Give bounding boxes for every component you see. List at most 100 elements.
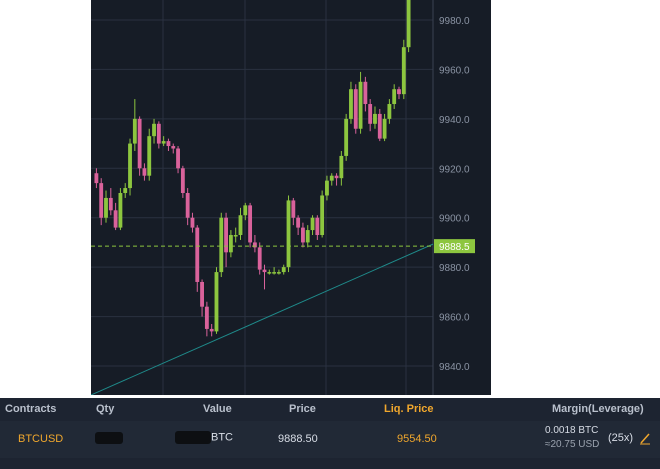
candle bbox=[185, 188, 190, 226]
candlestick-chart[interactable]: 9888.5 9980.0 9960.0 9940.0 9920.0 9900.0 988… bbox=[91, 0, 491, 395]
candle bbox=[349, 81, 353, 124]
candle bbox=[373, 106, 377, 129]
candle-body bbox=[392, 89, 397, 105]
candle-body bbox=[315, 217, 320, 236]
candle bbox=[104, 190, 108, 223]
qty-redacted bbox=[95, 432, 123, 445]
trend-line bbox=[91, 243, 434, 395]
pencil-icon[interactable] bbox=[639, 431, 651, 448]
candle bbox=[252, 235, 257, 253]
price-axis-label: 9880.0 bbox=[439, 263, 470, 274]
candle bbox=[142, 163, 147, 181]
candle bbox=[377, 108, 382, 142]
price-axis: 9980.0 9960.0 9940.0 9920.0 9900.0 9880.0 9860… bbox=[439, 16, 470, 373]
candle-body bbox=[147, 136, 152, 176]
candle-body bbox=[142, 168, 147, 176]
candle bbox=[137, 116, 142, 176]
candle bbox=[315, 215, 320, 240]
candle-body bbox=[137, 118, 142, 169]
candle-body bbox=[108, 197, 113, 211]
candle-body bbox=[257, 247, 262, 270]
candle-body bbox=[118, 193, 123, 228]
candle bbox=[267, 269, 272, 275]
candle bbox=[325, 175, 329, 201]
leverage: (25x) bbox=[608, 432, 634, 444]
candle bbox=[281, 264, 286, 275]
candle-body bbox=[200, 281, 204, 307]
candle-body bbox=[152, 123, 156, 137]
candle-body bbox=[267, 272, 272, 274]
candle-body bbox=[325, 180, 329, 196]
candle bbox=[176, 146, 180, 174]
chart-grid bbox=[91, 0, 434, 395]
candle-body bbox=[358, 81, 363, 129]
margin-btc: 0.0018 BTC bbox=[545, 425, 599, 436]
candle bbox=[233, 227, 238, 243]
candle bbox=[276, 269, 281, 275]
candle bbox=[291, 197, 296, 226]
candle bbox=[296, 215, 301, 236]
candle-body bbox=[238, 215, 243, 236]
candle-body bbox=[176, 148, 180, 169]
candle-body bbox=[185, 193, 190, 218]
candle-body bbox=[219, 217, 224, 273]
candle bbox=[94, 168, 99, 189]
candle bbox=[190, 212, 195, 233]
contract-symbol[interactable]: BTCUSD bbox=[18, 433, 64, 445]
candle-body bbox=[128, 143, 132, 189]
candle-body bbox=[296, 217, 301, 228]
candle bbox=[401, 39, 406, 100]
candle bbox=[228, 230, 233, 258]
candle bbox=[387, 99, 392, 124]
candle-body bbox=[224, 217, 229, 253]
candle-body bbox=[262, 269, 267, 273]
candle bbox=[219, 212, 224, 278]
price-axis-label: 9900.0 bbox=[439, 214, 470, 225]
redaction-block bbox=[95, 432, 123, 445]
candle bbox=[147, 128, 152, 181]
candle-body bbox=[305, 230, 310, 243]
candle-body bbox=[233, 235, 238, 237]
candle-body bbox=[190, 217, 195, 228]
table-row[interactable]: BTCUSD BTC 9888.50 9554.50 0.0018 BTC ≈2… bbox=[0, 421, 660, 458]
candle-body bbox=[377, 113, 382, 139]
candle bbox=[204, 301, 209, 337]
candle-body bbox=[248, 205, 253, 243]
candle-body bbox=[310, 217, 315, 231]
candle bbox=[334, 173, 339, 186]
candle bbox=[132, 99, 137, 151]
price-axis-label: 9840.0 bbox=[439, 362, 470, 373]
candle bbox=[257, 242, 262, 275]
candle-body bbox=[243, 205, 248, 216]
candle-body bbox=[291, 200, 296, 218]
header-liq-price: Liq. Price bbox=[384, 403, 434, 415]
candle bbox=[99, 178, 104, 226]
header-price: Price bbox=[289, 403, 316, 415]
price-axis-label: 9920.0 bbox=[439, 164, 470, 175]
current-price-tag bbox=[434, 239, 475, 254]
header-contracts: Contracts bbox=[5, 403, 57, 415]
candle-body bbox=[397, 89, 401, 95]
candle bbox=[166, 138, 171, 151]
candle-body bbox=[320, 195, 325, 236]
price-chart[interactable]: 9888.5 9980.0 9960.0 9940.0 9920.0 9900.0 988… bbox=[91, 0, 491, 395]
candle bbox=[200, 279, 204, 317]
candle bbox=[272, 267, 277, 275]
header-value: Value bbox=[203, 403, 232, 415]
candle-body bbox=[161, 141, 166, 144]
table-header: Contracts Qty Value Price Liq. Price Mar… bbox=[0, 398, 660, 420]
candle-body bbox=[329, 175, 334, 181]
redaction-block bbox=[175, 431, 211, 444]
table-footer bbox=[0, 458, 660, 469]
candle-body bbox=[252, 242, 257, 248]
candle bbox=[123, 183, 128, 198]
candle-body bbox=[99, 183, 104, 218]
candle-body bbox=[228, 235, 233, 253]
candle-body bbox=[286, 200, 291, 268]
candle-body bbox=[344, 118, 349, 156]
candle-body bbox=[272, 272, 277, 274]
candle-body bbox=[387, 104, 392, 119]
candle bbox=[262, 264, 267, 290]
candle-body bbox=[195, 227, 200, 282]
candle-body bbox=[406, 0, 411, 48]
